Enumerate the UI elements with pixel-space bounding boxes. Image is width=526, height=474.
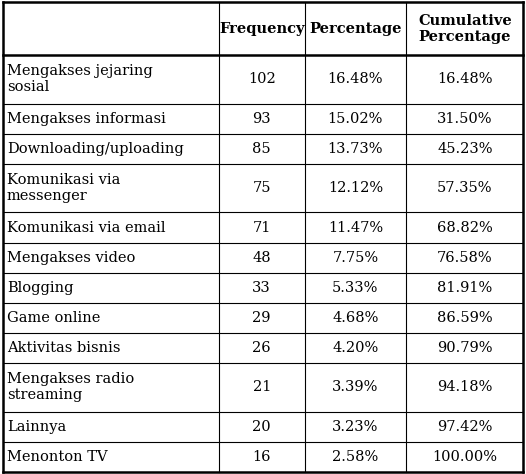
- Text: 3.23%: 3.23%: [332, 419, 379, 434]
- Text: Percentage: Percentage: [309, 22, 402, 36]
- Text: Mengakses video: Mengakses video: [7, 251, 135, 264]
- Text: 4.20%: 4.20%: [332, 341, 379, 355]
- Text: 94.18%: 94.18%: [437, 380, 492, 394]
- Text: 48: 48: [252, 251, 271, 264]
- Text: 5.33%: 5.33%: [332, 281, 379, 295]
- Text: Blogging: Blogging: [7, 281, 73, 295]
- Text: 12.12%: 12.12%: [328, 181, 383, 195]
- Text: 100.00%: 100.00%: [432, 450, 497, 464]
- Text: Menonton TV: Menonton TV: [7, 450, 107, 464]
- Text: Komunikasi via
messenger: Komunikasi via messenger: [7, 173, 120, 203]
- Text: 45.23%: 45.23%: [437, 142, 492, 156]
- Text: Mengakses informasi: Mengakses informasi: [7, 112, 166, 126]
- Text: 7.75%: 7.75%: [332, 251, 379, 264]
- Text: 13.73%: 13.73%: [328, 142, 383, 156]
- Text: Mengakses radio
streaming: Mengakses radio streaming: [7, 372, 134, 402]
- Text: 68.82%: 68.82%: [437, 220, 493, 235]
- Text: Frequency: Frequency: [219, 22, 305, 36]
- Text: Komunikasi via email: Komunikasi via email: [7, 220, 165, 235]
- Text: 90.79%: 90.79%: [437, 341, 492, 355]
- Text: 20: 20: [252, 419, 271, 434]
- Text: 97.42%: 97.42%: [437, 419, 492, 434]
- Text: 2.58%: 2.58%: [332, 450, 379, 464]
- Text: 71: 71: [252, 220, 271, 235]
- Text: 81.91%: 81.91%: [437, 281, 492, 295]
- Text: 93: 93: [252, 112, 271, 126]
- Text: 29: 29: [252, 311, 271, 325]
- Text: 16.48%: 16.48%: [437, 73, 492, 86]
- Text: 21: 21: [252, 380, 271, 394]
- Text: 75: 75: [252, 181, 271, 195]
- Text: Lainnya: Lainnya: [7, 419, 66, 434]
- Text: 4.68%: 4.68%: [332, 311, 379, 325]
- Text: Aktivitas bisnis: Aktivitas bisnis: [7, 341, 120, 355]
- Text: Cumulative
Percentage: Cumulative Percentage: [418, 14, 512, 44]
- Text: 102: 102: [248, 73, 276, 86]
- Text: 11.47%: 11.47%: [328, 220, 383, 235]
- Text: 76.58%: 76.58%: [437, 251, 493, 264]
- Text: 16.48%: 16.48%: [328, 73, 383, 86]
- Text: Game online: Game online: [7, 311, 100, 325]
- Text: 26: 26: [252, 341, 271, 355]
- Text: 16: 16: [252, 450, 271, 464]
- Text: 33: 33: [252, 281, 271, 295]
- Text: 86.59%: 86.59%: [437, 311, 493, 325]
- Text: 15.02%: 15.02%: [328, 112, 383, 126]
- Text: 57.35%: 57.35%: [437, 181, 492, 195]
- Text: Mengakses jejaring
sosial: Mengakses jejaring sosial: [7, 64, 153, 94]
- Text: 85: 85: [252, 142, 271, 156]
- Text: Downloading/uploading: Downloading/uploading: [7, 142, 184, 156]
- Text: 3.39%: 3.39%: [332, 380, 379, 394]
- Text: 31.50%: 31.50%: [437, 112, 492, 126]
